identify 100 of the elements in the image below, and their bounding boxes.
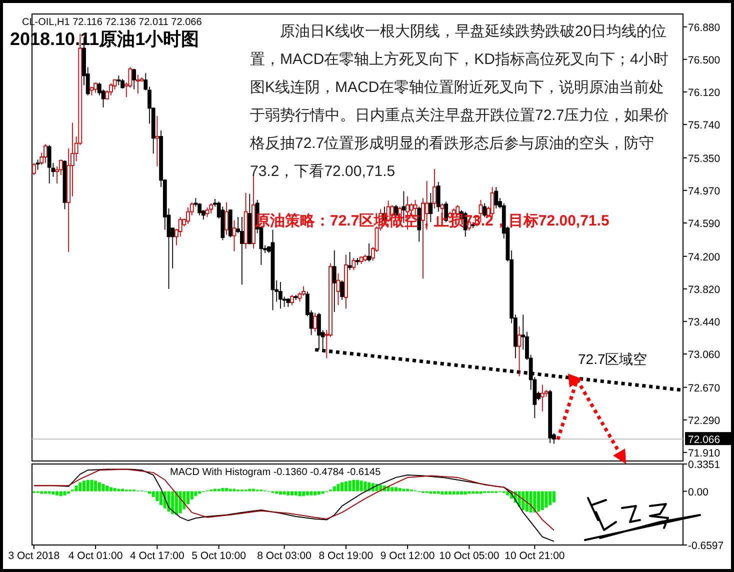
y-tick-label: 76.880 (688, 22, 720, 34)
bar (302, 491, 306, 496)
ref-line-label: 72.066 (688, 434, 720, 446)
x-tick-label: 8 Oct 03:00 (257, 550, 312, 562)
candlestick (248, 193, 252, 245)
candlestick (432, 168, 436, 209)
bar (152, 491, 155, 497)
bar (286, 491, 290, 496)
candlestick (36, 159, 40, 170)
bar (290, 491, 294, 496)
bar (336, 484, 340, 492)
bar (452, 491, 456, 495)
bar (113, 488, 116, 492)
bar (252, 488, 255, 492)
bar (352, 480, 356, 492)
candlestick (494, 186, 498, 209)
bar (314, 491, 317, 496)
candlestick (252, 174, 256, 250)
bar (225, 488, 228, 492)
bar (402, 488, 406, 492)
candlestick (367, 243, 372, 262)
bar (228, 488, 232, 492)
candlestick (517, 326, 522, 377)
bar (390, 487, 394, 492)
bar (506, 491, 510, 496)
bar (356, 480, 359, 492)
x-tick-label: 4 Oct 17:00 (130, 550, 184, 562)
bar (456, 491, 460, 495)
y-tick-label: 76.120 (688, 86, 720, 99)
y-tick-label: 0.3351 (688, 459, 720, 471)
candlestick (155, 115, 160, 167)
bar (444, 491, 448, 495)
y-tick-label: 73.440 (688, 316, 720, 328)
candlestick (356, 258, 360, 266)
y-tick-label: 76.500 (688, 54, 720, 66)
bar (59, 491, 62, 496)
bar (440, 491, 444, 495)
candlestick (540, 384, 544, 412)
bar (306, 491, 309, 496)
candlestick (290, 294, 294, 306)
bar (109, 487, 112, 492)
candlestick (232, 220, 236, 252)
bar (525, 491, 528, 512)
bar (360, 480, 363, 492)
candlestick (205, 207, 210, 218)
bar (90, 480, 94, 492)
bar (544, 491, 548, 508)
candlestick (278, 282, 282, 310)
bar (248, 488, 252, 492)
candlestick (270, 229, 275, 311)
candlestick (548, 389, 552, 444)
annotation: 72.7区域空 (578, 351, 648, 367)
bar (537, 491, 540, 512)
bar (448, 491, 452, 495)
bar (82, 480, 86, 492)
x-tick-label: 5 Oct 10:00 (192, 550, 246, 562)
bar (52, 491, 55, 495)
bar (278, 491, 282, 495)
candlestick (294, 294, 298, 300)
bar (98, 482, 101, 492)
bar (78, 482, 82, 492)
candlestick (132, 68, 136, 90)
bar (332, 486, 336, 492)
candlestick (286, 298, 290, 308)
bar (178, 491, 182, 514)
bar (171, 491, 174, 514)
bar (348, 480, 352, 492)
candlestick (47, 144, 52, 184)
candlestick (120, 78, 124, 89)
candlestick (436, 181, 440, 212)
y-tick-label: 73.820 (688, 284, 720, 296)
bar (102, 484, 105, 492)
candlestick (340, 280, 344, 300)
candlestick (209, 202, 214, 214)
candlestick (116, 75, 121, 86)
candlestick (348, 252, 352, 270)
y-tick-label: 0.00 (688, 486, 709, 498)
bar (63, 491, 66, 496)
bar (540, 491, 544, 510)
bar (529, 491, 532, 512)
bar (364, 482, 367, 492)
bar (156, 491, 159, 502)
y-tick-label: 74.970 (688, 185, 720, 198)
bar (217, 488, 220, 492)
bar (398, 488, 402, 492)
bar (282, 491, 286, 495)
candlestick (344, 254, 348, 310)
bar (232, 488, 236, 492)
x-tick-label: 8 Oct 19:00 (318, 550, 374, 562)
y-tick-label: 72.670 (688, 382, 720, 394)
bar (340, 482, 344, 492)
bar (117, 488, 120, 492)
bar (74, 486, 78, 492)
bar (106, 486, 109, 492)
bar (386, 486, 390, 492)
x-tick-label: 9 Oct 12:00 (380, 550, 435, 562)
bar (552, 491, 556, 502)
candlestick (352, 258, 356, 270)
candlestick (336, 273, 340, 306)
bar (344, 482, 348, 492)
